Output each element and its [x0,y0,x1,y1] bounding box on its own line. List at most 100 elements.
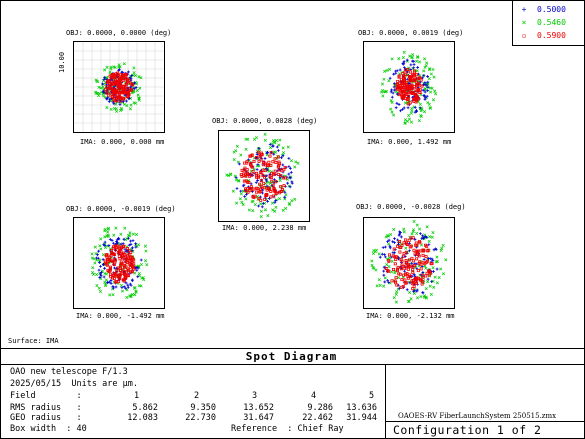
spot-point [137,75,141,79]
spot-point [125,86,129,90]
spot-point [121,242,125,245]
spot-point [97,85,101,89]
spot-point [407,113,411,118]
spot-point [90,252,94,256]
spot-point [242,179,246,183]
spot-point [425,271,429,275]
spot-point [235,187,239,190]
spot-point [406,94,410,98]
spot-point [145,263,149,267]
spot-point [131,73,135,77]
spot-point [415,223,419,227]
spot-point [277,143,281,147]
spot-point [416,269,420,273]
spot-point [412,219,416,224]
field-2-ima-label: IMA: 0.000, 1.492 mm [367,138,452,146]
spot-point [405,82,409,86]
spot-point [133,293,137,297]
spot-point [107,93,111,97]
spot-point [272,173,276,177]
spot-point [418,227,422,231]
spot-point [423,90,427,94]
spot-point [108,293,112,297]
spot-point [122,97,126,101]
spot-point [372,266,376,271]
box-width-label: Box width : 40 [10,424,87,434]
spot-point [425,61,429,65]
spot-point [423,57,427,61]
spot-point [287,172,291,176]
spot-point [429,262,433,266]
spot-point [412,99,416,103]
spot-point [381,94,385,98]
spot-point [421,248,425,252]
spot-point [134,245,138,249]
spot-point [396,267,400,271]
spot-point [414,280,418,284]
spot-point [271,194,275,198]
spot-point [122,237,126,241]
spot-point [280,188,284,192]
spot-point [269,189,273,193]
spot-point [377,278,381,282]
spot-point [119,106,123,110]
spot-point [270,201,275,205]
spot-point [281,146,285,150]
spot-point [418,60,422,64]
spot-point [387,281,391,284]
spot-point [121,251,125,255]
spot-point [289,171,293,174]
spot-point [422,257,426,261]
info-line-2: 2025/05/15 Units are μm. [10,379,138,389]
spot-point [110,86,114,90]
spot-point [404,264,408,268]
spot-point [130,74,134,77]
spot-point [105,65,109,69]
spot-point [395,244,399,248]
spot-point [95,258,99,262]
spot-point [139,76,143,80]
spot-point [408,90,412,94]
spot-point [408,101,412,105]
spot-point [124,250,128,253]
spot-point [370,263,374,267]
spot-point [259,202,263,206]
spot-point [98,258,102,262]
spot-point [137,96,141,100]
spot-point [271,160,275,164]
spot-point [94,90,98,94]
spot-point [421,234,425,238]
spot-point [402,273,406,277]
spot-point [400,278,404,282]
spot-point [260,185,264,189]
spot-point [402,60,406,63]
spot-point [429,292,433,296]
spot-point [124,276,128,280]
spot-point [402,106,406,110]
spot-point [131,246,134,250]
spot-point [113,65,117,69]
spot-point [383,69,387,73]
spot-point [132,267,136,271]
spot-point [411,53,415,57]
spot-point [105,76,109,80]
spot-point [370,259,374,263]
spot-point [406,276,410,280]
spot-point [402,50,406,54]
spot-point [251,170,255,174]
wavelength-legend: + 0.5000 × 0.5460 ▫ 0.5900 [512,0,585,46]
rms-value: 9.286 [307,403,333,413]
spot-point [244,188,248,192]
spot-point [407,117,412,121]
spot-point [268,175,272,179]
spot-point [263,186,267,190]
spot-point [267,169,271,173]
spot-point [128,107,132,111]
spot-point [296,161,300,165]
spot-point [403,269,406,273]
spot-point [395,290,399,294]
spot-point [103,245,107,249]
spot-point [134,86,138,89]
spot-point [257,146,261,150]
